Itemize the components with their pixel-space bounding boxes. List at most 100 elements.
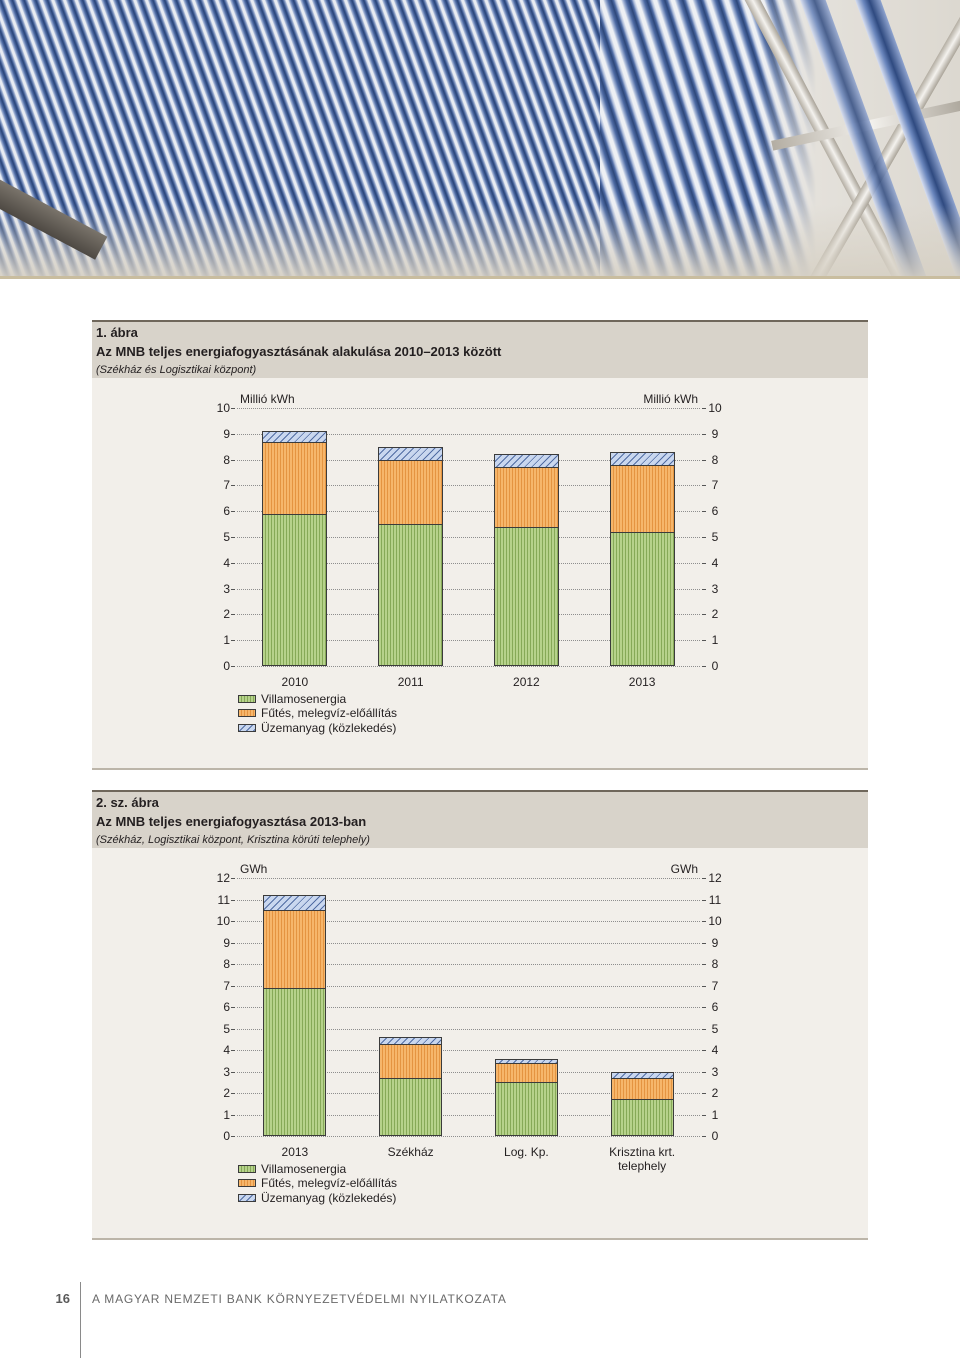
y-tick-label-right: 1 bbox=[711, 633, 719, 648]
gridline bbox=[231, 1071, 706, 1073]
bar-2013 bbox=[609, 408, 675, 666]
figure-1-subtitle: (Székház és Logisztikai központ) bbox=[96, 364, 257, 376]
x-tick-label-2012: 2012 bbox=[513, 675, 540, 689]
y-tick-label-right: 0 bbox=[711, 1129, 719, 1143]
y-tick-label-left: 10 bbox=[216, 914, 230, 928]
bar-segment-krisztina-krt-telephely-heating bbox=[610, 1077, 674, 1100]
y-tick-label-left: 3 bbox=[223, 1064, 230, 1079]
y-tick-label-left: 10 bbox=[216, 401, 230, 415]
bar-segment-2013-fuel bbox=[263, 895, 327, 911]
bar-krisztina-krt-telephely bbox=[610, 878, 674, 1136]
running-title: A MAGYAR NEMZETI BANK KÖRNYEZETVÉDELMI N… bbox=[92, 1292, 507, 1306]
y-tick-label-right: 2 bbox=[711, 607, 719, 622]
y-tick-label-right: 8 bbox=[711, 452, 719, 467]
gridline bbox=[231, 942, 706, 944]
y-tick-label-left: 4 bbox=[223, 555, 230, 570]
gridline bbox=[231, 485, 706, 487]
plot-area bbox=[231, 878, 706, 1137]
y-tick-label-left: 9 bbox=[223, 426, 230, 441]
figure-2-title: Az MNB teljes energiafogyasztása 2013-ba… bbox=[96, 814, 367, 829]
gridline bbox=[231, 511, 706, 513]
y-tick-label-right: 2 bbox=[711, 1086, 719, 1100]
y-tick-label-left: 0 bbox=[223, 659, 230, 673]
bar-2010 bbox=[262, 408, 328, 666]
bar-segment-krisztina-krt-telephely-fuel bbox=[610, 1071, 674, 1078]
y-axis-unit-left: Millió kWh bbox=[240, 392, 295, 406]
y-tick-label-left: 4 bbox=[223, 1043, 230, 1057]
figure-1-label: 1. ábra bbox=[96, 325, 138, 340]
gridline bbox=[231, 899, 706, 901]
y-tick-label-right: 1 bbox=[711, 1107, 719, 1122]
y-tick-label-right: 6 bbox=[711, 1000, 719, 1014]
y-tick-label-left: 2 bbox=[223, 607, 230, 622]
y-tick-label-right: 5 bbox=[711, 1021, 719, 1036]
y-tick-label-right: 7 bbox=[711, 978, 719, 993]
y-tick-label-left: 11 bbox=[217, 892, 230, 907]
gridline bbox=[231, 1050, 706, 1051]
y-tick-label-left: 7 bbox=[223, 478, 230, 493]
figure-1-body bbox=[92, 378, 868, 770]
bar-2012 bbox=[493, 408, 559, 666]
y-tick-label-left: 8 bbox=[223, 452, 230, 467]
gridline bbox=[231, 1136, 706, 1137]
bar-segment-krisztina-krt-telephely-electricity bbox=[610, 1099, 674, 1136]
y-tick-label-left: 7 bbox=[223, 978, 230, 993]
figure-2-label: 2. sz. ábra bbox=[96, 795, 159, 810]
figure-1-title: Az MNB teljes energiafogyasztásának alak… bbox=[96, 344, 502, 359]
gridline bbox=[231, 1007, 706, 1008]
legend-item-heating: Fűtés, melegvíz-előállítás bbox=[238, 706, 538, 720]
bar-segment-2013-heating bbox=[263, 910, 327, 988]
y-tick-label-right: 5 bbox=[711, 530, 719, 544]
y-tick-label-left: 9 bbox=[223, 935, 230, 950]
bar-log-kp bbox=[494, 878, 558, 1136]
legend-label-fuel: Üzemanyag (közlekedés) bbox=[261, 721, 397, 735]
bar-segment-2010-heating bbox=[262, 441, 328, 514]
x-tick-label-2013: 2013 bbox=[628, 675, 656, 689]
x-tick-label-2013: 2013 bbox=[281, 1145, 309, 1159]
x-tick-label-szekhaz: Székház bbox=[387, 1145, 434, 1159]
legend-swatch-heating bbox=[238, 1179, 256, 1187]
legend-item-fuel: Üzemanyag (közlekedés) bbox=[238, 1191, 538, 1205]
y-axis-unit-right: Millió kWh bbox=[643, 392, 698, 406]
gridline bbox=[231, 459, 706, 461]
legend-label-electricity: Villamosenergia bbox=[261, 1162, 347, 1176]
bar-segment-szekhaz-heating bbox=[379, 1043, 443, 1078]
bar-2013 bbox=[263, 878, 327, 1136]
y-tick-label-right: 7 bbox=[711, 478, 719, 493]
gridline bbox=[231, 433, 706, 435]
x-tick-label-2011: 2011 bbox=[397, 675, 424, 689]
gridline bbox=[231, 640, 706, 642]
gridline bbox=[231, 588, 706, 590]
roof-surface bbox=[0, 205, 960, 276]
bar-segment-2011-electricity bbox=[378, 524, 444, 666]
footer-divider bbox=[80, 1282, 81, 1358]
bar-segment-2011-heating bbox=[378, 459, 444, 525]
y-tick-label-left: 5 bbox=[223, 530, 230, 544]
legend-item-electricity: Villamosenergia bbox=[238, 692, 538, 706]
legend-swatch-fuel bbox=[238, 724, 256, 732]
y-axis-unit-right: GWh bbox=[670, 862, 698, 876]
gridline bbox=[231, 878, 706, 879]
y-tick-label-right: 9 bbox=[711, 935, 719, 950]
y-tick-label-right: 3 bbox=[711, 581, 719, 596]
y-tick-label-left: 6 bbox=[223, 1000, 230, 1014]
gridline bbox=[231, 666, 706, 667]
y-tick-label-right: 4 bbox=[711, 555, 719, 570]
bar-segment-2012-electricity bbox=[493, 526, 559, 666]
legend-label-heating: Fűtés, melegvíz-előállítás bbox=[261, 1176, 398, 1190]
bar-2011 bbox=[378, 408, 444, 666]
bar-szekhaz bbox=[379, 878, 443, 1136]
y-tick-label-right: 8 bbox=[711, 957, 719, 971]
bar-segment-szekhaz-fuel bbox=[379, 1037, 443, 1044]
bar-segment-2010-electricity bbox=[262, 513, 328, 666]
bar-segment-2013-heating bbox=[609, 464, 675, 532]
legend-swatch-fuel bbox=[238, 1194, 256, 1202]
y-tick-label-right: 0 bbox=[711, 659, 719, 673]
figure-2-subtitle: (Székház, Logisztikai központ, Krisztina… bbox=[96, 834, 370, 846]
figure-2-header: 2. sz. ábra Az MNB teljes energiafogyasz… bbox=[92, 790, 868, 848]
y-tick-label-left: 2 bbox=[223, 1086, 230, 1100]
bar-segment-2013-fuel bbox=[609, 451, 675, 465]
bar-segment-2013-electricity bbox=[263, 987, 327, 1136]
y-tick-label-left: 3 bbox=[223, 581, 230, 596]
bar-segment-log-kp-fuel bbox=[494, 1058, 558, 1063]
